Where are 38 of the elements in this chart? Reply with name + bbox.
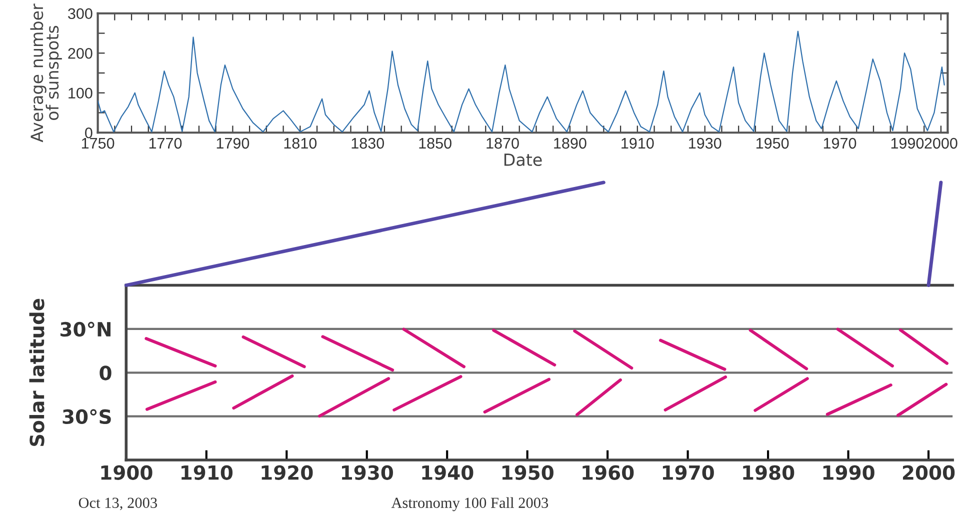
x-tick-label: 1960 xyxy=(582,465,634,480)
y-tick-label: 0 xyxy=(85,127,92,138)
x-tick-label: 1910 xyxy=(622,138,654,149)
y-tick-label: 200 xyxy=(68,48,92,59)
x-tick-label: 1830 xyxy=(352,138,384,149)
x-tick-label: 1970 xyxy=(824,138,856,149)
y-tick-label: 300 xyxy=(68,8,92,20)
x-tick-label: 2000 xyxy=(924,138,958,149)
x-tick-label: 1920 xyxy=(262,465,313,480)
x-tick-label: 1890 xyxy=(554,138,586,149)
x-tick-label: 1950 xyxy=(756,138,789,149)
y-tick-label: 100 xyxy=(68,88,92,99)
x-tick-label: 1870 xyxy=(486,138,519,149)
x-tick-label: 1770 xyxy=(149,138,182,149)
x-tick-label: 2000 xyxy=(902,465,955,480)
x-tick-label: 1990 xyxy=(891,138,924,149)
x-tick-label: 1850 xyxy=(419,138,452,149)
x-tick-label: 1930 xyxy=(689,138,722,149)
x-tick-label: 1910 xyxy=(182,465,233,480)
x-tick-label: 1940 xyxy=(422,465,474,480)
x-tick-label: 1950 xyxy=(502,465,554,480)
x-tick-label: 1970 xyxy=(662,465,714,480)
y-tick-label: 30°S xyxy=(62,409,111,424)
x-tick-label: 1990 xyxy=(823,465,874,480)
line-series xyxy=(98,30,945,132)
x-tick-label: 1980 xyxy=(743,465,794,480)
text: Oct 13, 2003 xyxy=(78,498,157,510)
x-tick-label: 1900 xyxy=(101,465,152,480)
y-tick-label: 30°N xyxy=(60,322,110,337)
y-tick-label: 0 xyxy=(100,366,112,380)
x-tick-label: 1790 xyxy=(216,138,250,149)
x-tick-label: 1810 xyxy=(284,138,317,149)
y-axis-title: Solar latitude xyxy=(29,298,44,446)
x-axis-title: Date xyxy=(504,154,542,166)
x-tick-label: 1930 xyxy=(342,465,393,480)
x-tick-label: 1750 xyxy=(82,138,114,149)
y-axis-title: Average number of sunspots xyxy=(30,4,62,142)
text: Astronomy 100 Fall 2003 xyxy=(391,497,548,512)
